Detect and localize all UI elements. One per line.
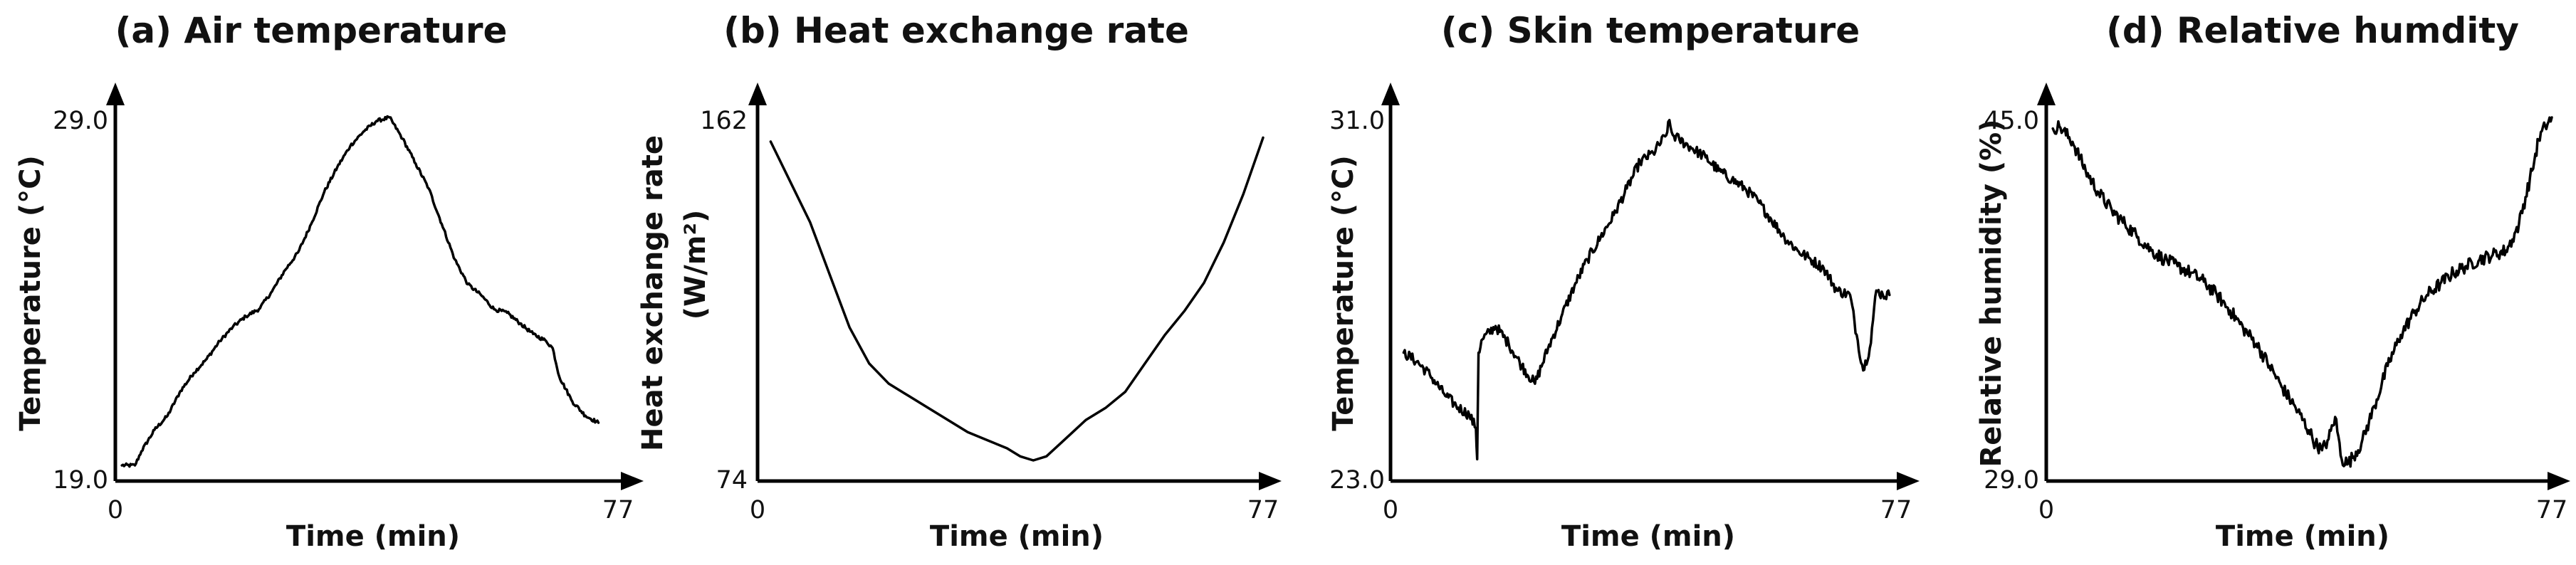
y-axis-arrow [106,83,125,105]
x-axis-label: Time (min) [1561,520,1735,553]
chart-title: (b) Heat exchange rate [723,10,1189,51]
x-tick-label-max: 77 [1247,496,1279,524]
x-axis-label: Time (min) [930,520,1104,553]
y-axis-arrow [1381,83,1400,105]
x-axis-arrow [621,472,644,490]
y-tick-label-max: 45.0 [1984,107,2039,135]
y-axis-label: Heat exchange rate [637,135,669,451]
x-axis-arrow [2548,472,2570,490]
x-tick-label-min: 0 [1383,496,1398,524]
y-tick-label-min: 29.0 [1984,466,2039,495]
y-tick-label-min: 23.0 [1329,466,1385,495]
chart-title: (a) Air temperature [115,10,508,51]
skin-temperature-line [1402,118,1891,461]
y-axis-label-unit: (W/m²) [679,210,712,320]
x-axis-arrow [1259,472,1282,490]
y-axis-arrow [748,83,767,105]
x-tick-label-max: 77 [2536,496,2568,524]
y-axis-label: Relative humidity (%) [1975,119,2008,467]
x-tick-label-min: 0 [108,496,123,524]
chart-title: (d) Relative humdity [2106,10,2519,51]
chart-title: (c) Skin temperature [1441,10,1860,51]
x-tick-label-max: 77 [602,496,634,524]
heat-exchange-rate-line [769,136,1265,462]
x-axis-arrow [1897,472,1920,490]
y-tick-label-min: 19.0 [53,466,108,495]
y-axis-arrow [2037,83,2056,105]
x-axis-label: Time (min) [286,520,460,553]
y-tick-label-max: 31.0 [1329,107,1385,135]
x-tick-label-max: 77 [1880,496,1912,524]
panel-air-temperature: (a) Air temperature 29.0 19.0 0 77 Time … [14,10,644,553]
panel-relative-humidity: (d) Relative humdity 45.0 29.0 0 77 Time… [1975,10,2570,553]
y-axis-label: Temperature (°C) [1327,155,1360,431]
y-axis-label: Temperature (°C) [14,155,47,431]
y-tick-label-max: 29.0 [53,107,108,135]
panel-heat-exchange-rate: (b) Heat exchange rate 162 74 0 77 Time … [637,10,1282,553]
x-axis-label: Time (min) [2216,520,2389,553]
x-tick-label-min: 0 [2038,496,2054,524]
air-temperature-line [120,115,600,468]
relative-humidity-line [2051,116,2553,468]
panel-skin-temperature: (c) Skin temperature 31.0 23.0 0 77 Time… [1327,10,1920,553]
y-tick-label-min: 74 [716,466,748,495]
y-tick-label-max: 162 [700,107,748,135]
x-tick-label-min: 0 [750,496,765,524]
